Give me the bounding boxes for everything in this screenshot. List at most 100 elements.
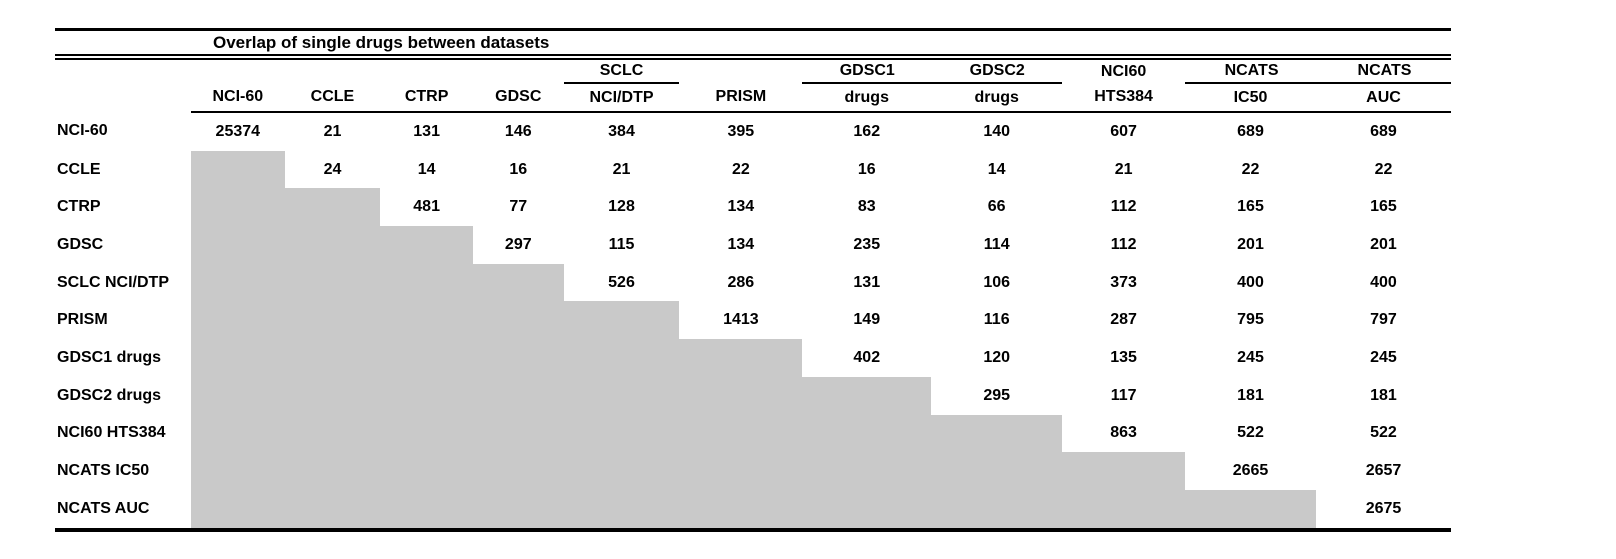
value-cell: 21 xyxy=(1114,160,1133,178)
shaded-cell xyxy=(380,376,473,415)
col-group-ncats-ic50: NCATS xyxy=(1224,62,1279,79)
value-cell: 134 xyxy=(727,235,755,253)
shaded-cell xyxy=(284,301,381,340)
value-cell: 21 xyxy=(612,160,631,178)
value-cell: 395 xyxy=(727,122,755,140)
table-row: NCATS AUC 2675 xyxy=(55,489,1451,528)
col-group-ncats: NCATS NCATS xyxy=(1185,60,1451,84)
row-label: CCLE xyxy=(57,160,101,178)
value-cell: 21 xyxy=(323,122,342,140)
table-row: GDSC 297 115 134 235 114 112 201 201 xyxy=(55,226,1451,264)
shaded-cell xyxy=(931,489,1063,528)
row-label: NCATS AUC xyxy=(57,499,150,517)
shaded-cell xyxy=(190,226,285,264)
diagonal-value-cell: 1413 xyxy=(723,311,759,329)
shaded-cell xyxy=(190,414,285,453)
value-cell: 131 xyxy=(413,122,440,140)
col-header-gdsc2-drugs: drugs xyxy=(931,83,1063,113)
value-cell: 373 xyxy=(1110,273,1137,291)
value-cell: 134 xyxy=(727,198,755,216)
col-header-prism: PRISM xyxy=(679,83,803,113)
shaded-cell xyxy=(380,263,473,302)
value-cell: 400 xyxy=(1237,273,1264,291)
bottom-rule xyxy=(55,527,1451,532)
shaded-cell xyxy=(472,339,564,377)
col-group-gdsc-drugs: GDSC1 GDSC2 xyxy=(802,60,1063,84)
shaded-cell xyxy=(190,263,285,302)
sub-header-row: NCI-60 CCLE CTRP GDSC NCI/DTP PRISM drug… xyxy=(55,83,1451,113)
shaded-cell xyxy=(472,452,564,490)
title-row: Overlap of single drugs between datasets xyxy=(55,31,1451,54)
value-cell: 120 xyxy=(983,348,1011,366)
value-cell: 106 xyxy=(983,273,1011,291)
row-label: CTRP xyxy=(57,198,101,216)
shaded-cell xyxy=(563,339,680,377)
shaded-cell xyxy=(190,301,285,340)
corner-cell xyxy=(55,60,191,83)
shaded-cell xyxy=(380,226,473,264)
diagonal-value-cell: 481 xyxy=(413,198,440,216)
value-cell: 286 xyxy=(727,273,755,291)
value-cell: 689 xyxy=(1370,122,1397,140)
shaded-cell xyxy=(802,376,932,415)
diagonal-value-cell: 526 xyxy=(608,273,635,291)
col-header-ccle: CCLE xyxy=(284,83,381,113)
value-cell: 114 xyxy=(983,235,1010,253)
col-header-ncats-ic50: IC50 xyxy=(1185,83,1316,113)
shaded-cell xyxy=(284,376,381,415)
shaded-cell xyxy=(802,489,932,528)
shaded-cell xyxy=(284,339,381,377)
shaded-cell xyxy=(284,489,381,528)
col-header-gdsc1-drugs: drugs xyxy=(802,83,932,113)
value-cell: 77 xyxy=(509,198,528,216)
diagonal-value-cell: 24 xyxy=(323,160,342,178)
col-header-nci60-hts384: HTS384 xyxy=(1062,83,1186,113)
shaded-cell xyxy=(802,452,932,490)
row-label: SCLC NCI/DTP xyxy=(57,273,169,291)
table-title: Overlap of single drugs between datasets xyxy=(213,33,550,52)
shaded-cell xyxy=(679,376,803,415)
group-header-row: SCLC GDSC1 GDSC2 NCI60 NCATS NCATS xyxy=(55,60,1451,84)
shaded-cell xyxy=(679,489,803,528)
shaded-cell xyxy=(190,376,285,415)
shaded-cell xyxy=(472,301,564,340)
diagonal-value-cell: 295 xyxy=(983,386,1011,404)
value-cell: 201 xyxy=(1237,235,1264,253)
table-row: GDSC2 drugs 295 117 181 181 xyxy=(55,376,1451,415)
value-cell: 140 xyxy=(983,122,1011,140)
group-spacer xyxy=(191,60,285,83)
row-label: NCI-60 xyxy=(57,122,108,140)
shaded-cell xyxy=(679,339,803,377)
row-label: NCATS IC50 xyxy=(57,462,150,480)
col-group-gdsc1: GDSC1 xyxy=(839,62,895,79)
table-row: NCI60 HTS384 863 522 522 xyxy=(55,414,1451,453)
value-cell: 66 xyxy=(987,198,1006,216)
value-cell: 181 xyxy=(1370,386,1397,404)
diagonal-value-cell: 2665 xyxy=(1232,462,1269,480)
shaded-cell xyxy=(190,339,285,377)
shaded-cell xyxy=(284,414,381,453)
top-rule xyxy=(55,28,1451,31)
value-cell: 22 xyxy=(1241,160,1260,178)
shaded-cell xyxy=(284,226,381,264)
diagonal-value-cell: 25374 xyxy=(215,122,261,140)
table-row: SCLC NCI/DTP 526 286 131 106 373 400 400 xyxy=(55,263,1451,302)
value-cell: 235 xyxy=(853,235,881,253)
value-cell: 795 xyxy=(1237,311,1264,329)
value-cell: 522 xyxy=(1237,424,1264,442)
value-cell: 245 xyxy=(1237,348,1264,366)
value-cell: 22 xyxy=(1374,160,1393,178)
overlap-table-figure: Overlap of single drugs between datasets xyxy=(55,28,1451,532)
value-cell: 201 xyxy=(1370,235,1397,253)
value-cell: 165 xyxy=(1370,198,1397,216)
shaded-cell xyxy=(563,452,680,490)
value-cell: 607 xyxy=(1110,122,1137,140)
value-cell: 14 xyxy=(987,160,1006,178)
value-cell: 384 xyxy=(608,122,635,140)
value-cell: 689 xyxy=(1237,122,1264,140)
shaded-cell xyxy=(380,301,473,340)
value-cell: 522 xyxy=(1370,424,1397,442)
value-cell: 116 xyxy=(983,311,1010,329)
group-spacer xyxy=(679,60,802,83)
